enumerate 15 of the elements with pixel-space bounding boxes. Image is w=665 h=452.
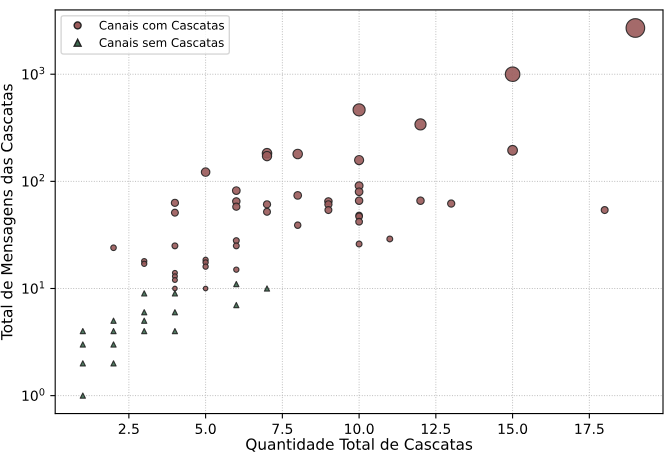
x-tick-label: 7.5	[272, 424, 292, 434]
y-tick-label: 10$^{2}$	[22, 174, 44, 187]
x-tick-label: 17.5	[575, 424, 604, 434]
y-tick-label: 10$^{3}$	[22, 66, 44, 80]
y-tick-label: 10$^{0}$	[22, 388, 44, 402]
y-tick-label: 10$^{1}$	[22, 281, 44, 294]
x-tick-label: 12.5	[422, 424, 450, 434]
x-tick-label: 10.0	[345, 424, 374, 434]
y-axis-title: Total de Mensagens das Cascatas	[0, 84, 16, 340]
x-tick-label: 2.5	[118, 424, 139, 434]
legend-label: Canais com Cascatas	[100, 20, 224, 30]
legend-label: Canais sem Cascatas	[100, 38, 224, 48]
x-axis-title: Quantidade Total de Cascatas	[246, 438, 472, 452]
x-tick-label: 15.0	[498, 424, 528, 434]
x-tick-label: 5.0	[196, 424, 216, 434]
